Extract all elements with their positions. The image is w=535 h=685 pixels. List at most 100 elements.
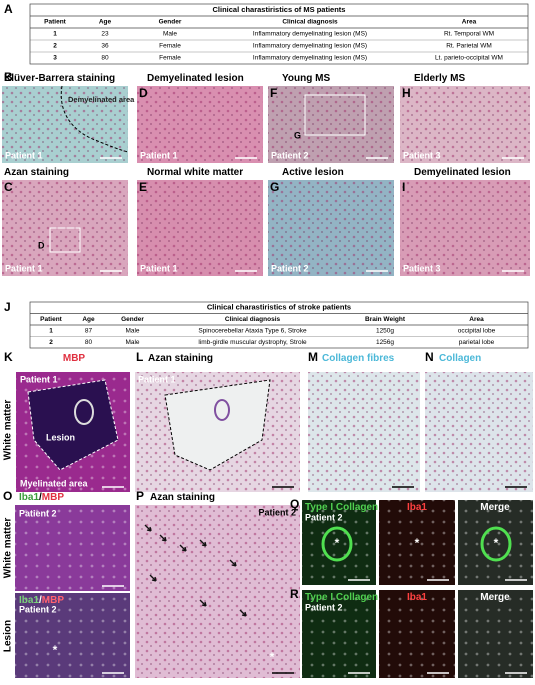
table-header: Gender <box>121 316 144 323</box>
panel-text: Patient 3 <box>403 150 441 160</box>
panel-text: Patient 2 <box>258 507 296 517</box>
table-cell: Male <box>163 31 177 38</box>
panel-title: Demyelinated lesion <box>414 167 511 178</box>
panel-label: A <box>4 2 13 16</box>
panel-text: D <box>38 240 45 250</box>
vessel <box>321 526 353 562</box>
table-cell: 87 <box>85 327 93 334</box>
table-header: Patient <box>44 19 67 26</box>
table-cell: 3 <box>53 55 57 62</box>
title-part: Elderly MS <box>414 73 465 84</box>
panel-label: B <box>4 70 13 84</box>
panel-text: Patient 2 <box>271 263 309 273</box>
arrow <box>149 574 157 582</box>
panel-title: Azan staining <box>4 167 69 178</box>
panel-title: Azan staining <box>150 492 215 503</box>
panel-title: Azan staining <box>148 353 213 364</box>
panel-label: C <box>4 180 13 194</box>
panel-title: Normal white matter <box>147 167 243 178</box>
table-cell: Female <box>159 55 181 62</box>
micrograph-texture <box>135 505 300 678</box>
panel-title: Active lesion <box>282 167 344 178</box>
arrow <box>159 534 167 542</box>
panel-label: O <box>3 489 12 503</box>
panel-text: Patient 1 <box>20 374 58 384</box>
title-part: Demyelinated lesion <box>414 167 511 178</box>
table-cell: 1256g <box>376 339 394 346</box>
table-cell: Inflammatory demyelinating lesion (MS) <box>253 31 367 38</box>
panel-text: * <box>53 643 58 657</box>
micrograph-texture <box>458 590 533 678</box>
micrograph-texture <box>302 590 376 678</box>
lesion-outline <box>60 85 129 153</box>
title-part: Merge <box>480 502 510 513</box>
table-cell: Rt. Temporal WM <box>444 31 494 38</box>
panel-label: F <box>270 86 277 100</box>
table-cell: 23 <box>101 31 109 38</box>
panel-text: Myelinated area <box>20 478 89 488</box>
panel-label: R <box>290 587 299 601</box>
panel-text: Patient 3 <box>403 263 441 273</box>
panel-title: Collagen fibres <box>322 353 395 364</box>
panel-label: N <box>425 350 434 364</box>
table-header: Age <box>99 19 112 26</box>
side-label: White matter <box>3 518 14 579</box>
table-cell: 1250g <box>376 327 394 334</box>
micrograph-texture <box>379 590 455 678</box>
arrow <box>144 524 152 532</box>
panel-title: Type I Collagen <box>305 592 378 603</box>
table-cell: parietal lobe <box>459 339 495 346</box>
title-part: Normal white matter <box>147 167 243 178</box>
panel-title: Young MS <box>282 73 330 84</box>
panel-label: L <box>136 350 143 364</box>
panel-title: Iba1 <box>407 592 427 603</box>
title-part: / <box>39 492 42 503</box>
panel-label: P <box>136 489 144 503</box>
arrow <box>179 544 187 552</box>
table-cell: 2 <box>53 43 57 50</box>
table-header: Clinical diagnosis <box>225 316 281 323</box>
panel-label: G <box>270 180 279 194</box>
panel-text: Lesion <box>46 432 75 442</box>
table-cell: Female <box>159 43 181 50</box>
panel-text: Patient 1 <box>5 263 43 273</box>
panel-title: Collagen <box>439 353 481 364</box>
micrograph-texture <box>308 372 420 492</box>
micrograph-texture <box>15 593 130 678</box>
panel-text: Patient 1 <box>140 150 178 160</box>
panel-text: Demyelinated area <box>68 95 135 104</box>
panel-text: G <box>294 130 301 140</box>
title-part: Iba1 <box>19 595 39 606</box>
vessel <box>214 399 230 421</box>
panel-label: I <box>402 180 405 194</box>
table-header: Age <box>82 316 95 323</box>
panel-text: Patient 1 <box>5 150 43 160</box>
table-cell: Inflammatory demyelinating lesion (MS) <box>253 55 367 62</box>
panel-label: E <box>139 180 147 194</box>
arrow <box>199 539 207 547</box>
panel-text: Patient 2 <box>271 150 309 160</box>
table-cell: Lt. parieto-occipital WM <box>435 55 503 62</box>
table-cell: Inflammatory demyelinating lesion (MS) <box>253 43 367 50</box>
zoom-box <box>49 227 81 253</box>
side-label: Lesion <box>3 620 14 652</box>
table-cell: Rt. Parietal WM <box>446 43 492 50</box>
table-cell: limb-girdle muscular dystrophy, Strole <box>198 339 307 346</box>
table-cell: 1 <box>49 327 53 334</box>
table-cell: 36 <box>101 43 109 50</box>
title-part: MBP <box>63 353 86 364</box>
title-part: Azan staining <box>148 353 213 364</box>
table-cell: 1 <box>53 31 57 38</box>
panel-label: Q <box>290 497 299 511</box>
table-header: Area <box>462 19 477 26</box>
panel-label: M <box>308 350 318 364</box>
zoom-box <box>304 94 366 136</box>
table-title: Clinical charastiristics of stroke patie… <box>207 303 351 312</box>
title-part: / <box>39 595 42 606</box>
micrograph-texture <box>400 86 530 163</box>
title-part: Collagen fibres <box>322 353 395 364</box>
panel-text: * <box>270 650 275 664</box>
table-header: Patient <box>40 316 63 323</box>
lesion-outline <box>27 379 119 471</box>
title-part: Iba1 <box>407 592 427 603</box>
